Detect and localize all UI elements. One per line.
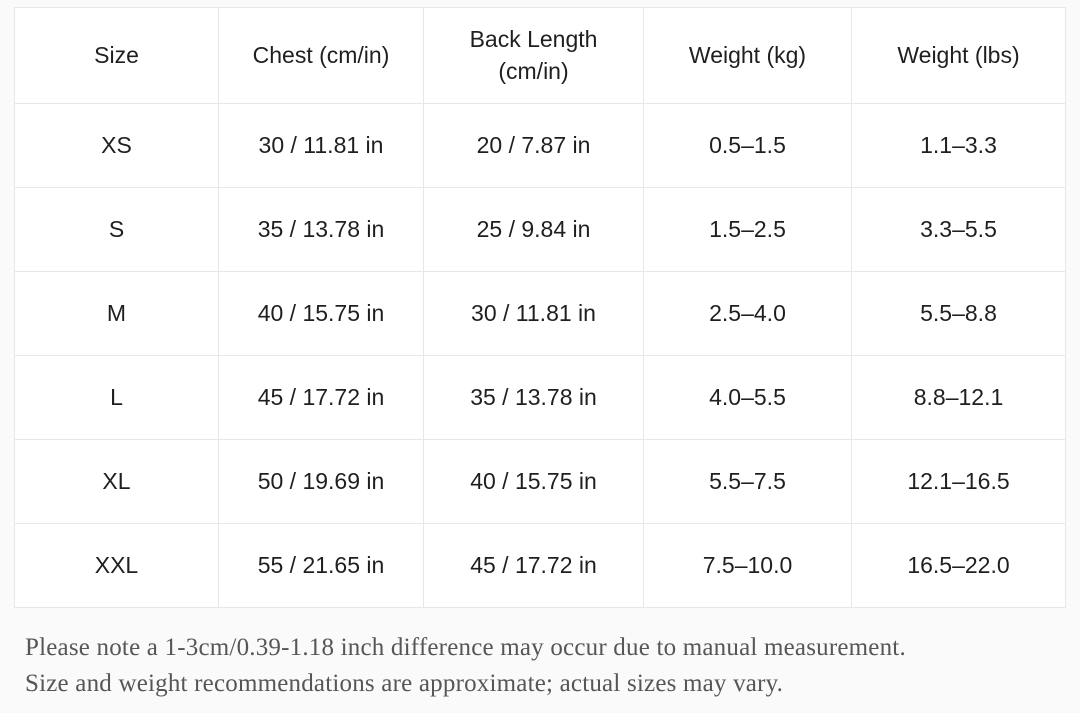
size-cell: XL: [14, 439, 219, 524]
table-header-row: Size Chest (cm/in) Back Length (cm/in) W…: [14, 7, 1066, 104]
column-header-size: Size: [14, 7, 219, 104]
weight-lbs-cell: 12.1–16.5: [851, 439, 1066, 524]
back-length-cell: 40 / 15.75 in: [423, 439, 644, 524]
table-row-xs: XS 30 / 11.81 in 20 / 7.87 in 0.5–1.5 1.…: [14, 103, 1066, 188]
weight-kg-cell: 0.5–1.5: [643, 103, 852, 188]
weight-lbs-cell: 8.8–12.1: [851, 355, 1066, 440]
column-header-chest: Chest (cm/in): [218, 7, 424, 104]
table-row-s: S 35 / 13.78 in 25 / 9.84 in 1.5–2.5 3.3…: [14, 187, 1066, 272]
chest-cell: 40 / 15.75 in: [218, 271, 424, 356]
chest-cell: 35 / 13.78 in: [218, 187, 424, 272]
measurement-disclaimer: Please note a 1-3cm/0.39-1.18 inch diffe…: [25, 630, 1065, 702]
weight-kg-cell: 5.5–7.5: [643, 439, 852, 524]
chest-cell: 50 / 19.69 in: [218, 439, 424, 524]
weight-kg-cell: 4.0–5.5: [643, 355, 852, 440]
back-length-cell: 25 / 9.84 in: [423, 187, 644, 272]
weight-lbs-cell: 16.5–22.0: [851, 523, 1066, 608]
size-cell: S: [14, 187, 219, 272]
table-row-l: L 45 / 17.72 in 35 / 13.78 in 4.0–5.5 8.…: [14, 355, 1066, 440]
column-header-back-length: Back Length (cm/in): [423, 7, 644, 104]
disclaimer-line-1: Please note a 1-3cm/0.39-1.18 inch diffe…: [25, 634, 906, 661]
chest-cell: 55 / 21.65 in: [218, 523, 424, 608]
weight-kg-cell: 2.5–4.0: [643, 271, 852, 356]
size-cell: XS: [14, 103, 219, 188]
table-row-xxl: XXL 55 / 21.65 in 45 / 17.72 in 7.5–10.0…: [14, 523, 1066, 608]
back-length-cell: 35 / 13.78 in: [423, 355, 644, 440]
chest-cell: 45 / 17.72 in: [218, 355, 424, 440]
back-length-cell: 20 / 7.87 in: [423, 103, 644, 188]
weight-lbs-cell: 1.1–3.3: [851, 103, 1066, 188]
size-chart-table: Size Chest (cm/in) Back Length (cm/in) W…: [14, 7, 1066, 608]
table-row-m: M 40 / 15.75 in 30 / 11.81 in 2.5–4.0 5.…: [14, 271, 1066, 356]
size-cell: XXL: [14, 523, 219, 608]
size-cell: L: [14, 355, 219, 440]
back-length-cell: 30 / 11.81 in: [423, 271, 644, 356]
weight-kg-cell: 1.5–2.5: [643, 187, 852, 272]
disclaimer-line-2: Size and weight recommendations are appr…: [25, 670, 784, 697]
weight-kg-cell: 7.5–10.0: [643, 523, 852, 608]
column-header-weight-lbs: Weight (lbs): [851, 7, 1066, 104]
size-cell: M: [14, 271, 219, 356]
chest-cell: 30 / 11.81 in: [218, 103, 424, 188]
table-row-xl: XL 50 / 19.69 in 40 / 15.75 in 5.5–7.5 1…: [14, 439, 1066, 524]
back-length-cell: 45 / 17.72 in: [423, 523, 644, 608]
weight-lbs-cell: 3.3–5.5: [851, 187, 1066, 272]
weight-lbs-cell: 5.5–8.8: [851, 271, 1066, 356]
column-header-weight-kg: Weight (kg): [643, 7, 852, 104]
